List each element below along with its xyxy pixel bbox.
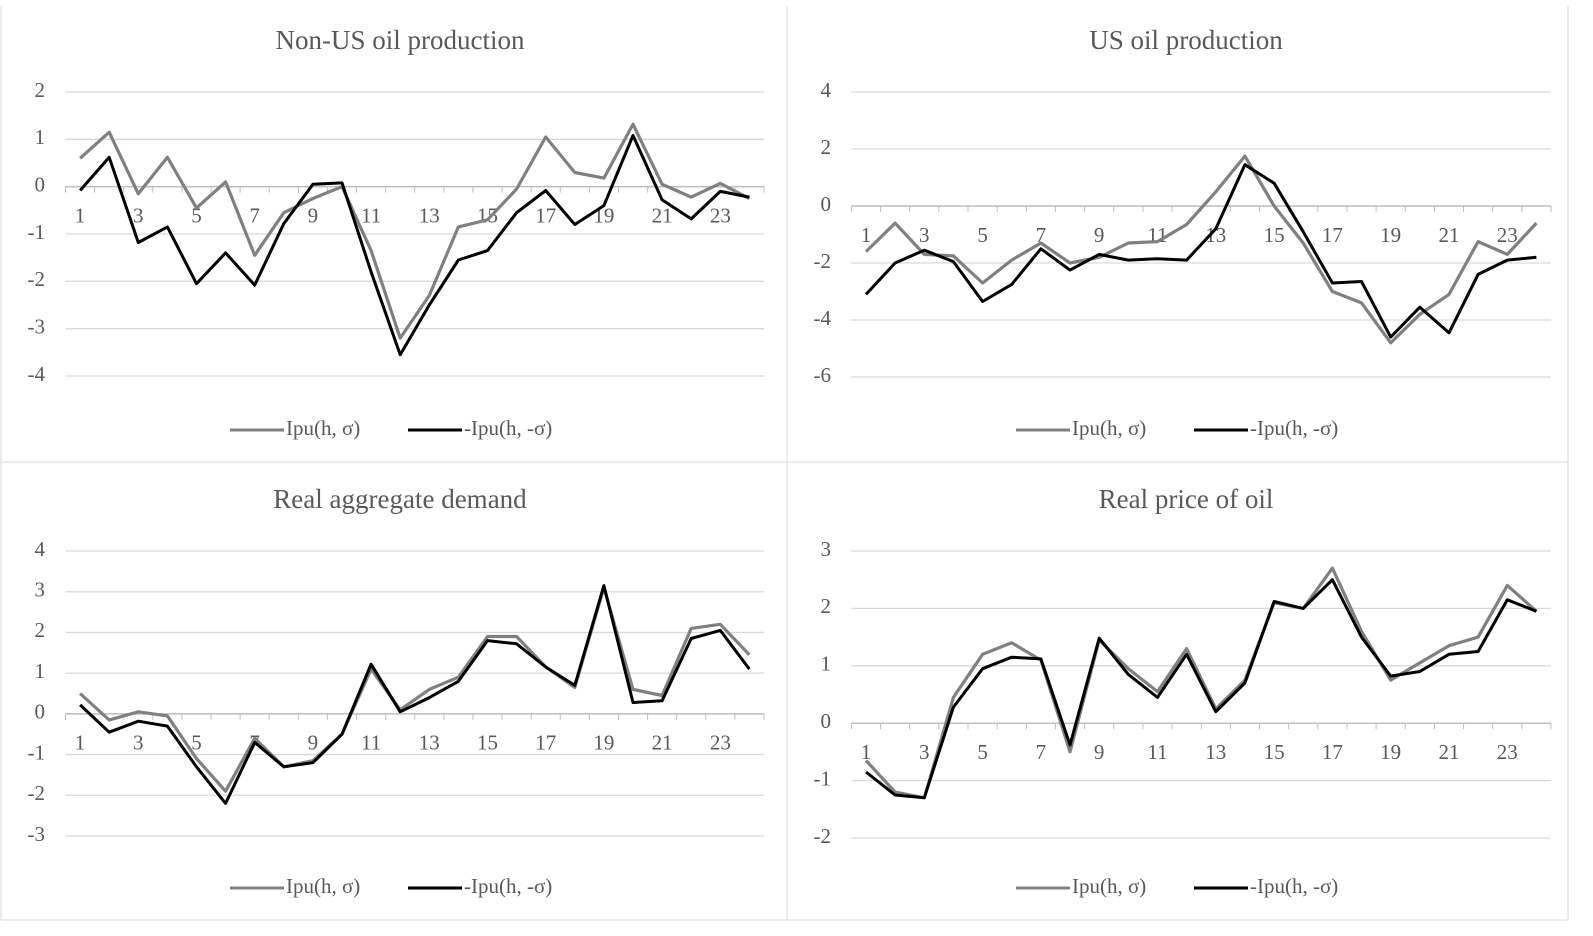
line-series (864, 163, 1537, 339)
x-tick-label: 7 (1036, 223, 1047, 247)
x-tick-label: 13 (1205, 223, 1226, 247)
x-tick-label: 21 (1438, 740, 1459, 764)
x-tick-label: 23 (1497, 223, 1518, 247)
line-series (78, 134, 750, 357)
x-tick-label: 21 (652, 203, 673, 227)
x-tick-label: 5 (191, 203, 202, 227)
x-tick-label: 23 (1497, 740, 1518, 764)
x-tick-label: 19 (593, 731, 614, 755)
y-tick-label: 1 (35, 125, 46, 149)
y-tick-label: 1 (35, 659, 46, 683)
y-tick-label: 0 (821, 709, 832, 733)
line-series (79, 122, 751, 340)
x-tick-label: 7 (249, 203, 260, 227)
x-tick-label: 3 (133, 203, 144, 227)
x-tick-label: 5 (977, 223, 988, 247)
x-tick-label: 9 (308, 203, 319, 227)
chart-title: Non-US oil production (276, 25, 525, 55)
x-tick-label: 5 (191, 731, 202, 755)
x-tick-label: 13 (1205, 740, 1226, 764)
x-tick-label: 19 (1380, 223, 1401, 247)
y-tick-label: -2 (28, 267, 46, 291)
y-tick-label: 2 (35, 78, 46, 102)
x-tick-label: 15 (1264, 740, 1285, 764)
x-tick-label: 17 (535, 203, 556, 227)
legend-label: Ipu(h, σ) (1072, 416, 1146, 440)
x-tick-label: 15 (477, 203, 498, 227)
x-tick-label: 1 (861, 223, 872, 247)
y-tick-label: 1 (821, 652, 832, 676)
x-tick-label: 19 (1380, 740, 1401, 764)
chart-title: US oil production (1089, 25, 1283, 55)
x-tick-label: 9 (308, 731, 319, 755)
legend-label: Ipu(h, σ) (286, 874, 360, 898)
y-tick-label: 0 (35, 700, 46, 724)
line-series (79, 586, 751, 793)
y-tick-label: 3 (821, 537, 832, 561)
y-tick-label: 4 (821, 78, 832, 102)
x-tick-label: 21 (1438, 223, 1459, 247)
x-tick-label: 5 (977, 740, 988, 764)
y-tick-label: -2 (814, 824, 832, 848)
y-tick-label: -4 (28, 362, 46, 386)
legend-label: Ipu(h, σ) (1072, 874, 1146, 898)
x-tick-label: 23 (710, 731, 731, 755)
x-tick-label: 13 (419, 731, 440, 755)
line-series (79, 584, 751, 805)
x-tick-label: 3 (133, 731, 144, 755)
x-tick-label: 11 (1147, 740, 1167, 764)
y-tick-label: -1 (28, 740, 46, 764)
legend-label: -Ipu(h, -σ) (464, 416, 552, 440)
legend-label: Ipu(h, σ) (286, 416, 360, 440)
x-tick-label: 21 (652, 731, 673, 755)
y-tick-label: -4 (814, 306, 832, 330)
x-tick-label: 17 (535, 731, 556, 755)
chart-title: Real price of oil (1099, 484, 1274, 514)
y-tick-label: -3 (28, 314, 46, 338)
y-tick-label: 3 (35, 578, 46, 602)
y-tick-label: 2 (35, 618, 46, 642)
x-tick-label: 1 (75, 731, 86, 755)
y-tick-label: 0 (35, 172, 46, 196)
y-tick-label: -2 (28, 781, 46, 805)
x-tick-label: 1 (861, 740, 872, 764)
chart-title: Real aggregate demand (273, 484, 527, 514)
x-tick-label: 13 (419, 203, 440, 227)
x-tick-label: 23 (710, 203, 731, 227)
x-tick-label: 17 (1322, 223, 1343, 247)
y-tick-label: -1 (814, 766, 832, 790)
x-tick-label: 11 (361, 731, 381, 755)
y-tick-label: 4 (35, 537, 46, 561)
line-series (865, 578, 1537, 800)
x-tick-label: 1 (75, 203, 86, 227)
x-tick-label: 3 (919, 740, 930, 764)
y-tick-label: 2 (821, 135, 832, 159)
x-tick-label: 9 (1094, 223, 1105, 247)
x-tick-label: 7 (1036, 740, 1047, 764)
x-tick-label: 15 (477, 731, 498, 755)
y-tick-label: -6 (814, 363, 832, 387)
x-tick-label: 3 (919, 223, 930, 247)
x-tick-label: 15 (1264, 223, 1285, 247)
legend-label: -Ipu(h, -σ) (464, 874, 552, 898)
y-tick-label: 0 (821, 192, 832, 216)
line-series (864, 566, 1538, 800)
legend-label: -Ipu(h, -σ) (1250, 874, 1338, 898)
y-tick-label: -2 (814, 249, 832, 273)
x-tick-label: 9 (1094, 740, 1105, 764)
y-tick-label: 2 (821, 594, 832, 618)
y-tick-label: -3 (28, 822, 46, 846)
x-tick-label: 17 (1322, 740, 1343, 764)
legend-label: -Ipu(h, -σ) (1250, 416, 1338, 440)
x-tick-label: 11 (361, 203, 381, 227)
y-tick-label: -1 (28, 220, 46, 244)
